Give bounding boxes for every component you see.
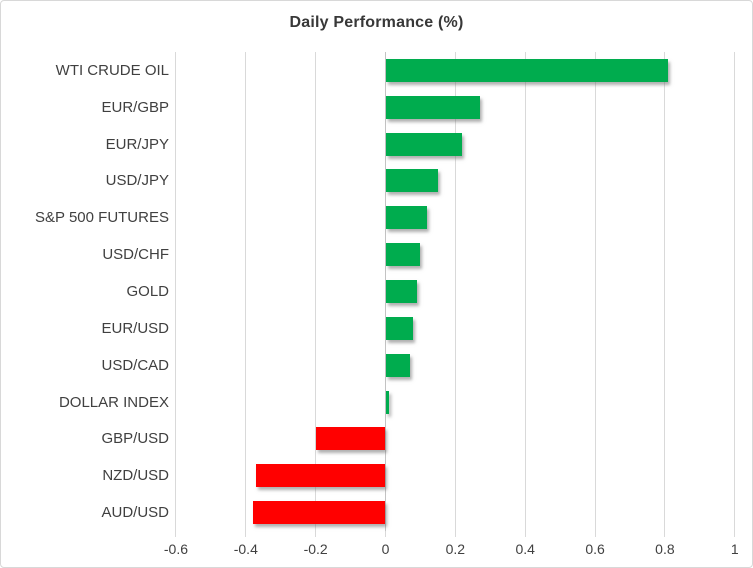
category-label: DOLLAR INDEX xyxy=(58,393,169,411)
category-label: S&P 500 FUTURES xyxy=(35,209,169,227)
x-axis-tick-label: -0.6 xyxy=(163,541,188,557)
bar-wti-crude-oil xyxy=(385,58,669,82)
gridline xyxy=(454,52,456,537)
category-label: GOLD xyxy=(126,283,169,300)
gridline xyxy=(245,52,247,537)
bar-s-p-500-futures xyxy=(385,206,428,230)
gridline xyxy=(734,52,736,537)
gridline xyxy=(175,52,177,537)
gridline xyxy=(664,52,666,537)
x-axis-tick-label: 0.6 xyxy=(585,541,605,557)
category-label: USD/JPY xyxy=(105,172,169,190)
category-label: EUR/GBP xyxy=(101,98,169,116)
bar-dollar-index xyxy=(385,390,389,414)
category-label: WTI CRUDE OIL xyxy=(55,61,169,79)
category-label: NZD/USD xyxy=(102,467,169,485)
bar-aud-usd xyxy=(252,501,386,525)
bar-usd-jpy xyxy=(385,169,438,193)
gridline xyxy=(524,52,526,537)
gridline xyxy=(594,52,596,537)
bar-gold xyxy=(385,280,417,303)
bar-gbp-usd xyxy=(315,427,386,451)
gridline xyxy=(315,52,317,537)
x-axis-tick-label: 1 xyxy=(730,541,739,557)
bar-usd-cad xyxy=(385,353,410,377)
category-label: USD/CAD xyxy=(101,356,169,374)
bar-eur-gbp xyxy=(385,95,480,119)
x-axis-tick-label: 0.8 xyxy=(655,541,675,557)
category-label: USD/CHF xyxy=(102,246,169,264)
category-label: EUR/USD xyxy=(101,319,169,337)
bar-eur-usd xyxy=(385,316,414,340)
category-label: EUR/JPY xyxy=(105,135,169,153)
category-label: AUD/USD xyxy=(101,504,169,522)
category-label: GBP/USD xyxy=(101,430,169,448)
x-axis-tick-label: -0.4 xyxy=(233,541,258,557)
chart-title: Daily Performance (%) xyxy=(289,14,464,31)
bar-eur-jpy xyxy=(385,132,463,156)
bar-nzd-usd xyxy=(256,464,386,488)
x-axis-tick-label: 0.2 xyxy=(445,541,466,557)
x-axis-tick-label: 0 xyxy=(381,541,390,557)
bar-usd-chf xyxy=(385,243,421,267)
x-axis-tick-label: -0.2 xyxy=(303,541,328,557)
x-axis-tick-label: 0.4 xyxy=(515,541,535,557)
